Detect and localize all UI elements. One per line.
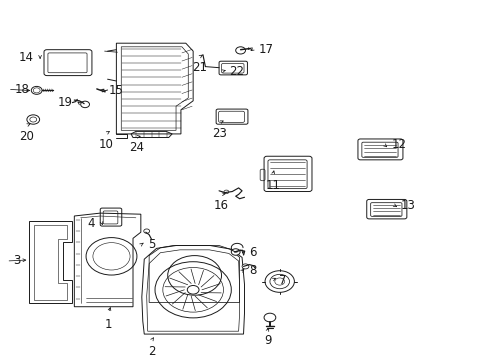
Text: 4: 4 xyxy=(88,217,95,230)
Circle shape xyxy=(264,271,294,292)
Text: 14: 14 xyxy=(18,51,33,64)
Text: 6: 6 xyxy=(249,246,256,259)
Text: 22: 22 xyxy=(228,65,244,78)
Text: 1: 1 xyxy=(104,318,112,330)
Circle shape xyxy=(187,285,199,294)
Text: 20: 20 xyxy=(20,130,34,143)
Text: 11: 11 xyxy=(265,179,280,192)
Text: 9: 9 xyxy=(264,334,271,347)
Circle shape xyxy=(231,249,240,255)
Circle shape xyxy=(27,115,40,124)
Text: 8: 8 xyxy=(249,264,256,277)
Text: 17: 17 xyxy=(259,43,274,56)
Text: 5: 5 xyxy=(147,238,155,251)
Circle shape xyxy=(242,264,248,269)
Circle shape xyxy=(143,229,149,233)
Circle shape xyxy=(81,101,89,108)
Text: 12: 12 xyxy=(390,138,406,151)
Text: 23: 23 xyxy=(212,127,227,140)
Text: 19: 19 xyxy=(57,96,72,109)
Circle shape xyxy=(235,47,245,54)
Text: 18: 18 xyxy=(15,83,29,96)
Text: 10: 10 xyxy=(99,138,114,150)
Circle shape xyxy=(31,86,42,94)
Text: 3: 3 xyxy=(13,255,20,267)
Circle shape xyxy=(264,313,275,322)
Text: 21: 21 xyxy=(192,61,206,74)
Text: 7: 7 xyxy=(278,274,285,287)
Text: 15: 15 xyxy=(108,84,123,97)
Text: 2: 2 xyxy=(147,345,155,358)
Text: 13: 13 xyxy=(400,199,415,212)
Text: 16: 16 xyxy=(213,199,228,212)
Text: 24: 24 xyxy=(129,141,144,154)
